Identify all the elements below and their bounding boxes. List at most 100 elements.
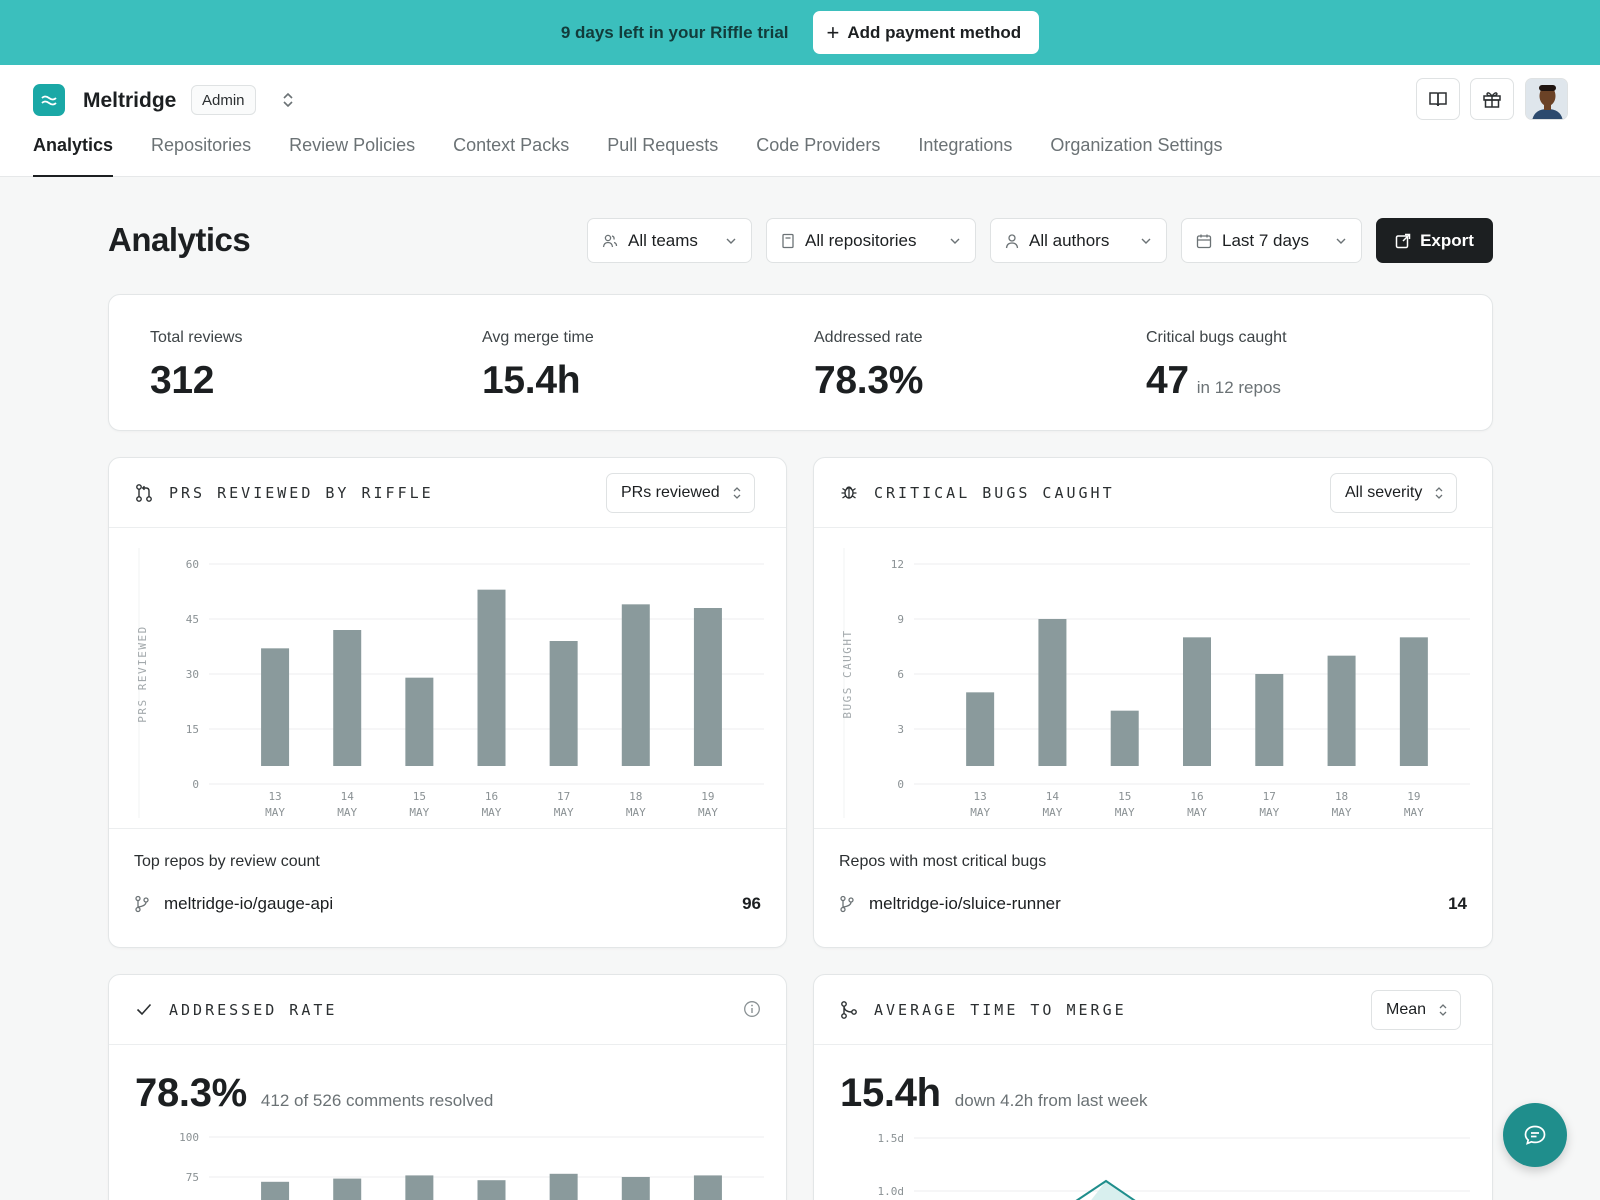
panel-title: AVERAGE TIME TO MERGE	[874, 1001, 1127, 1019]
main-nav: Analytics Repositories Review Policies C…	[33, 131, 1261, 177]
bar	[333, 1178, 362, 1200]
prs-metric-select[interactable]: PRs reviewed	[606, 473, 755, 513]
critical-bugs-panel: CRITICAL BUGS CAUGHT All severity 0 3 6 9 12…	[813, 457, 1493, 948]
chevron-updown-icon	[1439, 1004, 1447, 1016]
pull-request-icon	[136, 484, 152, 502]
x-tick-label: 13	[268, 790, 281, 803]
x-tick-label: 19	[701, 790, 714, 803]
y-tick-label: 6	[897, 668, 904, 681]
authors-filter[interactable]: All authors	[990, 218, 1167, 263]
chat-support-button[interactable]	[1503, 1103, 1567, 1167]
y-tick-label: 45	[186, 613, 199, 626]
teams-filter[interactable]: All teams	[587, 218, 752, 263]
stat-label: Critical bugs caught	[1146, 329, 1287, 346]
y-tick-label: 15	[186, 723, 199, 736]
top-repo-name: meltridge-io/gauge-api	[164, 894, 334, 913]
panel-title: PRS REVIEWED BY RIFFLE	[169, 484, 434, 502]
panel-header: CRITICAL BUGS CAUGHT All severity	[814, 458, 1492, 528]
panel-header: PRS REVIEWED BY RIFFLE PRs reviewed	[109, 458, 786, 528]
x-tick-label: 17	[557, 790, 570, 803]
top-bug-repo-row[interactable]: meltridge-io/sluice-runner 14	[839, 892, 1467, 916]
merge-stat-select[interactable]: Mean	[1371, 990, 1462, 1030]
gift-icon[interactable]	[1470, 78, 1514, 120]
stat-value: 47 in 12 repos	[1146, 359, 1287, 403]
top-repo-row[interactable]: meltridge-io/gauge-api 96	[134, 892, 761, 916]
chevron-down-icon	[1141, 238, 1151, 244]
x-tick-label: MAY	[1187, 806, 1207, 819]
bar	[261, 648, 290, 766]
plus-icon: +	[826, 19, 840, 45]
nav-context-packs[interactable]: Context Packs	[453, 135, 570, 155]
bar	[1183, 637, 1211, 766]
nav-integrations[interactable]: Integrations	[918, 135, 1013, 155]
repositories-filter[interactable]: All repositories	[766, 218, 976, 263]
date-range-filter[interactable]: Last 7 days	[1181, 218, 1362, 263]
repo-book-icon	[782, 233, 794, 248]
trial-text: 9 days left in your Riffle trial	[560, 22, 789, 42]
user-icon	[1005, 233, 1019, 248]
info-icon[interactable]	[743, 1000, 761, 1018]
export-button[interactable]: Export	[1376, 218, 1493, 263]
y-axis-label: BUGS CAUGHT	[841, 629, 854, 718]
top-bug-repo-name: meltridge-io/sluice-runner	[869, 894, 1061, 913]
date-range-label: Last 7 days	[1222, 230, 1309, 250]
nav-organization-settings[interactable]: Organization Settings	[1050, 135, 1223, 155]
x-tick-label: 19	[1407, 790, 1420, 803]
addressed-rate-value: 78.3%	[135, 1071, 247, 1115]
add-payment-button[interactable]: + Add payment method	[812, 11, 1040, 54]
bar	[477, 1180, 506, 1200]
merge-time-sub: down 4.2h from last week	[954, 1091, 1148, 1110]
y-tick-label: 75	[186, 1171, 199, 1184]
org-switch-icon[interactable]	[281, 91, 295, 114]
y-tick-label: 1.5d	[878, 1132, 905, 1145]
stats-summary-card: Total reviews 312 Avg merge time 15.4h A…	[108, 294, 1493, 431]
stat-critical-bugs: Critical bugs caught 47 in 12 repos	[1146, 329, 1287, 403]
x-tick-label: MAY	[482, 806, 502, 819]
nav-review-policies[interactable]: Review Policies	[289, 135, 416, 155]
severity-select[interactable]: All severity	[1330, 473, 1458, 513]
y-tick-label: 0	[192, 778, 199, 791]
nav-repositories[interactable]: Repositories	[151, 135, 252, 155]
git-branch-icon	[135, 895, 149, 913]
check-icon	[136, 1003, 152, 1016]
bug-icon	[841, 486, 857, 499]
x-tick-label: 15	[413, 790, 426, 803]
y-tick-label: 9	[897, 613, 904, 626]
docs-book-icon[interactable]	[1416, 78, 1460, 120]
panel-header: ADDRESSED RATE	[109, 975, 786, 1045]
merge-time-metric: 15.4h down 4.2h from last week	[840, 1071, 1148, 1116]
nav-analytics[interactable]: Analytics	[33, 131, 114, 177]
y-tick-label: 1.0d	[878, 1185, 905, 1198]
x-tick-label: MAY	[1259, 806, 1279, 819]
prs-reviewed-panel: PRS REVIEWED BY RIFFLE PRs reviewed 0 15 3…	[108, 457, 787, 948]
nav-pull-requests[interactable]: Pull Requests	[607, 135, 719, 155]
x-tick-label: 18	[629, 790, 642, 803]
x-tick-label: MAY	[1042, 806, 1062, 819]
chevron-down-icon	[1336, 238, 1346, 244]
merge-stat-select-label: Mean	[1386, 1001, 1427, 1018]
user-avatar[interactable]	[1525, 78, 1568, 120]
org-name[interactable]: Meltridge	[83, 89, 177, 112]
authors-filter-label: All authors	[1029, 230, 1110, 250]
bar	[1110, 710, 1139, 766]
stat-value: 312	[150, 359, 215, 402]
prs-reviewed-chart: 0 15 30 45 60 PRS REVIEWED 13 MAY 14 MAY 15 MAY 16 MA…	[136, 548, 764, 819]
x-tick-label: MAY	[265, 806, 285, 819]
org-logo-icon[interactable]	[33, 84, 65, 116]
teams-filter-label: All teams	[628, 230, 698, 250]
nav-code-providers[interactable]: Code Providers	[756, 135, 881, 155]
prs-metric-select-label: PRs reviewed	[621, 484, 720, 501]
x-tick-label: MAY	[626, 806, 646, 819]
bar	[966, 692, 995, 766]
top-repos-title: Top repos by review count	[134, 853, 320, 870]
area-fill	[1091, 1181, 1134, 1200]
bar	[621, 604, 650, 766]
external-link-icon	[1395, 233, 1411, 248]
panel-header: AVERAGE TIME TO MERGE Mean	[814, 975, 1492, 1045]
chevron-down-icon	[726, 238, 736, 244]
x-tick-label: MAY	[1332, 806, 1352, 819]
x-tick-label: 16	[1190, 790, 1203, 803]
x-tick-label: MAY	[1115, 806, 1135, 819]
stat-value: 15.4h	[482, 359, 581, 402]
add-payment-label: Add payment method	[847, 22, 1022, 42]
